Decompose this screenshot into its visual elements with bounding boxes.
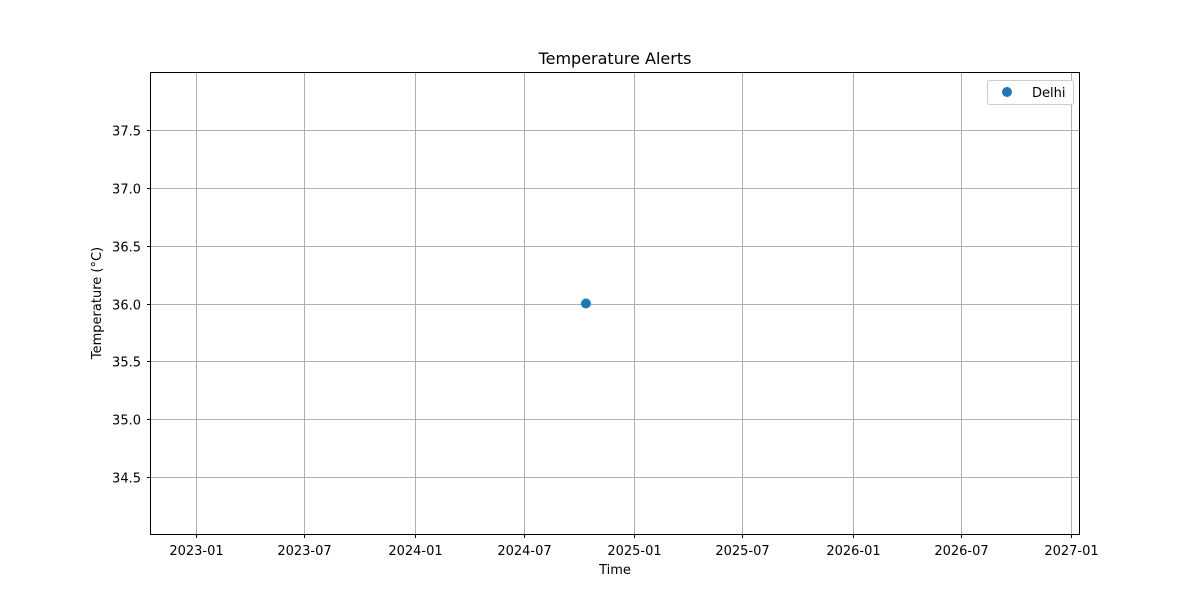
x-tick-label: 2025-01 <box>607 544 661 559</box>
y-tick-label: 36.0 <box>112 299 141 314</box>
x-tick-label: 2027-01 <box>1044 544 1098 559</box>
x-tick-label: 2023-07 <box>277 544 331 559</box>
x-axis-label: Time <box>598 563 631 578</box>
y-tick-label: 37.0 <box>112 183 141 198</box>
data-point <box>580 298 591 309</box>
points-layer <box>580 298 591 309</box>
plot-frame <box>150 72 1080 535</box>
legend-box <box>987 80 1074 105</box>
x-tick-label: 2026-01 <box>826 544 880 559</box>
x-tick-label: 2024-07 <box>497 544 551 559</box>
legend-marker <box>1002 87 1012 97</box>
y-axis-label: Temperature (°C) <box>90 247 105 360</box>
x-tick-label: 2026-07 <box>934 544 988 559</box>
chart-title: Temperature Alerts <box>538 49 692 68</box>
y-tick-label: 35.5 <box>112 356 141 371</box>
x-tick-label: 2025-07 <box>715 544 769 559</box>
x-tick-label: 2023-01 <box>169 544 223 559</box>
legend-label: Delhi <box>1032 86 1065 101</box>
x-tick-label: 2024-01 <box>388 544 442 559</box>
legend: Delhi <box>987 80 1074 105</box>
y-tick-label: 35.0 <box>112 414 141 429</box>
y-tick-label: 36.5 <box>112 241 141 256</box>
y-tick-label: 34.5 <box>112 472 141 487</box>
grid-layer <box>151 73 1079 534</box>
y-tick-label: 37.5 <box>112 125 141 140</box>
ticks-layer: 2023-01 2023-07 2024-01 2024-07 2025-01 2025-… <box>112 125 1099 560</box>
